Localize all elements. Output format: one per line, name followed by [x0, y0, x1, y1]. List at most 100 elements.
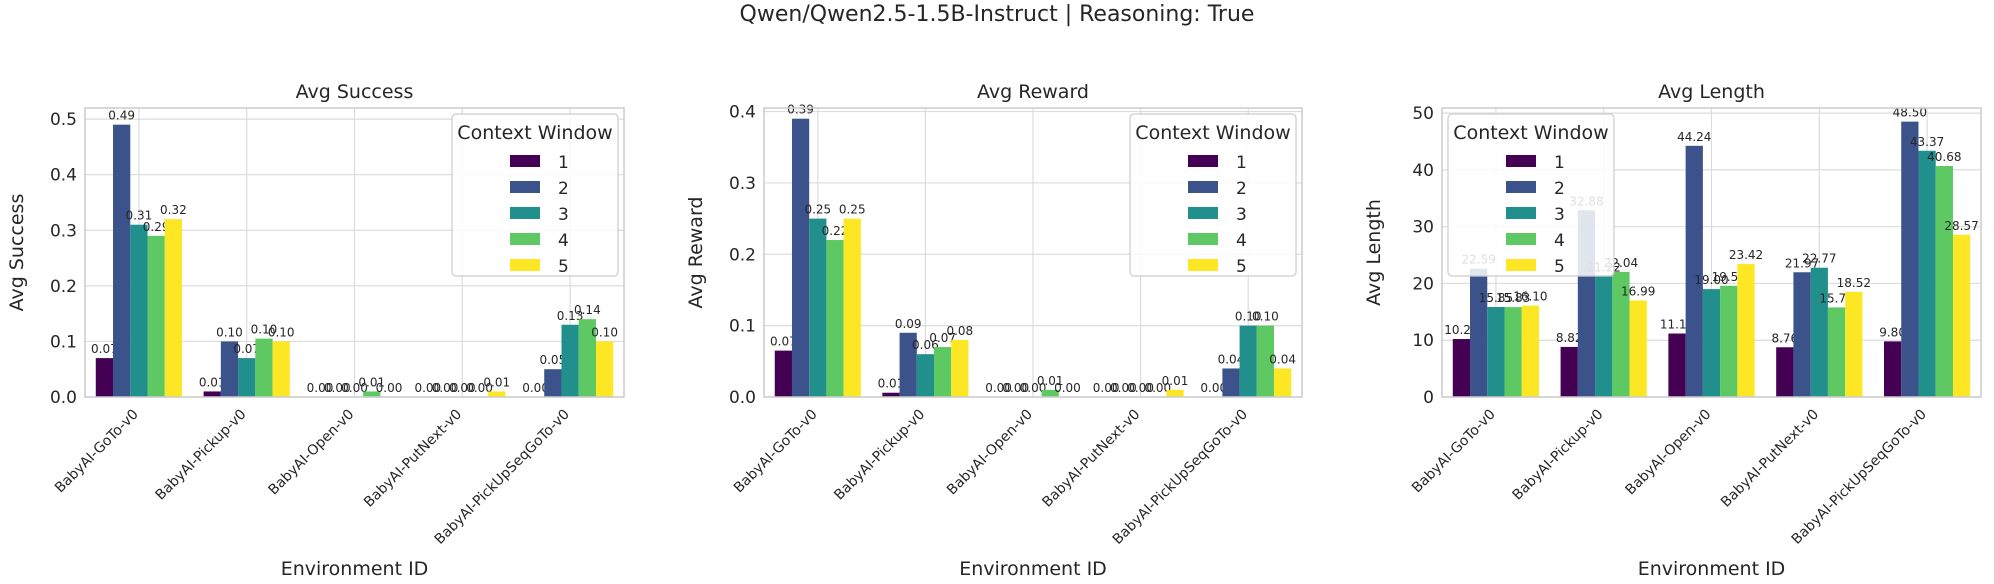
- legend-entry: 3: [1236, 205, 1247, 225]
- legend-swatch: [510, 181, 540, 193]
- legend-swatch: [1506, 155, 1536, 167]
- bar: [147, 235, 165, 397]
- y-tick-label: 0.1: [729, 317, 756, 337]
- legend-swatch: [1188, 155, 1218, 167]
- bar-value-label: 0.00: [522, 381, 549, 395]
- bar-value-label: 0.08: [946, 324, 973, 338]
- x-axis-label: Environment ID: [281, 558, 429, 580]
- legend-entry: 1: [1554, 153, 1565, 173]
- legend-swatch: [1506, 207, 1536, 219]
- bar-value-label: 9.80: [1879, 325, 1906, 339]
- legend-title: Context Window: [1135, 122, 1290, 144]
- bar-value-label: 22.77: [1802, 252, 1836, 266]
- bar-value-label: 28.57: [1944, 219, 1978, 233]
- bar-value-label: 0.10: [1252, 310, 1279, 324]
- bar-value-label: 0.01: [358, 375, 385, 389]
- y-tick-label: 0.2: [50, 277, 77, 297]
- bar-value-label: 8.76: [1771, 331, 1798, 345]
- bar-value-label: 40.68: [1927, 150, 1961, 164]
- bar: [544, 369, 562, 397]
- bar: [1222, 368, 1240, 397]
- legend-entry: 1: [1236, 153, 1247, 173]
- bar: [1668, 333, 1686, 397]
- bar-value-label: 0.01: [878, 377, 905, 391]
- y-tick-label: 20: [1412, 274, 1434, 294]
- bar-value-label: 43.37: [1910, 135, 1944, 149]
- x-tick-label: BabyAI-PutNext-v0: [1039, 407, 1143, 511]
- legend-swatch: [1506, 233, 1536, 245]
- subplot-title: Avg Reward: [977, 81, 1089, 103]
- plot-frame: [763, 107, 1303, 398]
- bar-value-label: 0.10: [591, 325, 618, 339]
- legend-box: [451, 113, 619, 277]
- bar-value-label: 0.00: [1020, 381, 1047, 395]
- figure-title: Qwen/Qwen2.5-1.5B-Instruct | Reasoning: …: [739, 2, 1255, 27]
- bar: [843, 218, 861, 397]
- bar-value-label: 0.07: [91, 342, 118, 356]
- bar: [1918, 150, 1936, 397]
- bar: [1685, 145, 1703, 397]
- bar: [1629, 300, 1647, 397]
- legend-title: Context Window: [1453, 122, 1608, 144]
- legend-entry: 4: [1236, 231, 1247, 251]
- bar-value-label: 48.50: [1893, 106, 1927, 120]
- bar: [488, 391, 506, 397]
- bar-value-label: 15.85: [1479, 291, 1513, 305]
- bar: [595, 341, 614, 397]
- bar: [1827, 307, 1846, 397]
- x-axis-label: Environment ID: [959, 558, 1107, 580]
- y-tick-label: 0: [1423, 388, 1434, 408]
- bar-value-label: 11.18: [1660, 318, 1694, 332]
- y-tick-label: 0.4: [50, 166, 77, 186]
- bar-value-label: 0.00: [307, 381, 334, 395]
- bar-value-label: 0.39: [787, 103, 814, 117]
- legend: Context Window 1 2 3 4 5: [451, 113, 619, 277]
- bar: [1521, 305, 1540, 397]
- x-tick-label: BabyAI-PutNext-v0: [1718, 407, 1822, 511]
- bar-value-label: 19.59: [1712, 270, 1746, 284]
- y-tick-label: 50: [1412, 104, 1434, 124]
- bar-value-label: 0.00: [1002, 381, 1029, 395]
- bar: [899, 332, 917, 397]
- x-tick-label: BabyAI-GoTo-v0: [52, 407, 142, 497]
- legend-swatch: [1506, 259, 1536, 271]
- x-tick-label: BabyAI-Pickup-v0: [153, 407, 250, 504]
- subplot-title: Avg Length: [1658, 81, 1765, 103]
- bar: [363, 391, 381, 397]
- bar-value-label: 23.42: [1729, 248, 1763, 262]
- bar-value-label: 21.97: [1785, 256, 1819, 270]
- bar: [1452, 339, 1471, 397]
- bar: [238, 358, 256, 397]
- bar: [203, 391, 221, 397]
- subplot-3: 0102030405010.218.8211.188.769.8022.5932…: [1363, 81, 1982, 580]
- x-tick-label: BabyAI-Open-v0: [1623, 407, 1715, 499]
- x-tick-label: BabyAI-PutNext-v0: [361, 407, 465, 511]
- bar-value-label: 0.04: [1218, 352, 1245, 366]
- bar-value-label: 15.83: [1496, 291, 1530, 305]
- subplot-1: 0.00.10.20.30.40.50.070.01 0.00 0.00 0.000.…: [6, 81, 625, 580]
- bar-value-label: 15.78: [1819, 291, 1853, 305]
- bar: [578, 319, 596, 397]
- bar-value-label: 16.99: [1621, 285, 1655, 299]
- bar-value-label: 16.10: [1513, 290, 1547, 304]
- bar: [1776, 347, 1794, 397]
- bar: [774, 350, 792, 397]
- bar: [826, 240, 844, 397]
- bar: [1612, 271, 1630, 397]
- legend-entry: 5: [1236, 257, 1247, 277]
- legend-entry: 4: [558, 231, 569, 251]
- bar: [1720, 285, 1738, 397]
- bar-value-label: 0.00: [1200, 381, 1227, 395]
- y-tick-label: 30: [1412, 218, 1434, 238]
- bar: [164, 219, 183, 397]
- legend: Context Window 1 2 3 4 5: [1129, 113, 1297, 277]
- y-axis-label: Avg Length: [1363, 199, 1385, 306]
- legend-swatch: [510, 207, 540, 219]
- legend-entry: 5: [1554, 257, 1565, 277]
- bar-value-label: 19.00: [1694, 273, 1728, 287]
- legend-entry: 2: [1236, 179, 1247, 199]
- legend-swatch: [510, 233, 540, 245]
- bar: [882, 392, 900, 397]
- bar-value-label: 10.21: [1444, 323, 1478, 337]
